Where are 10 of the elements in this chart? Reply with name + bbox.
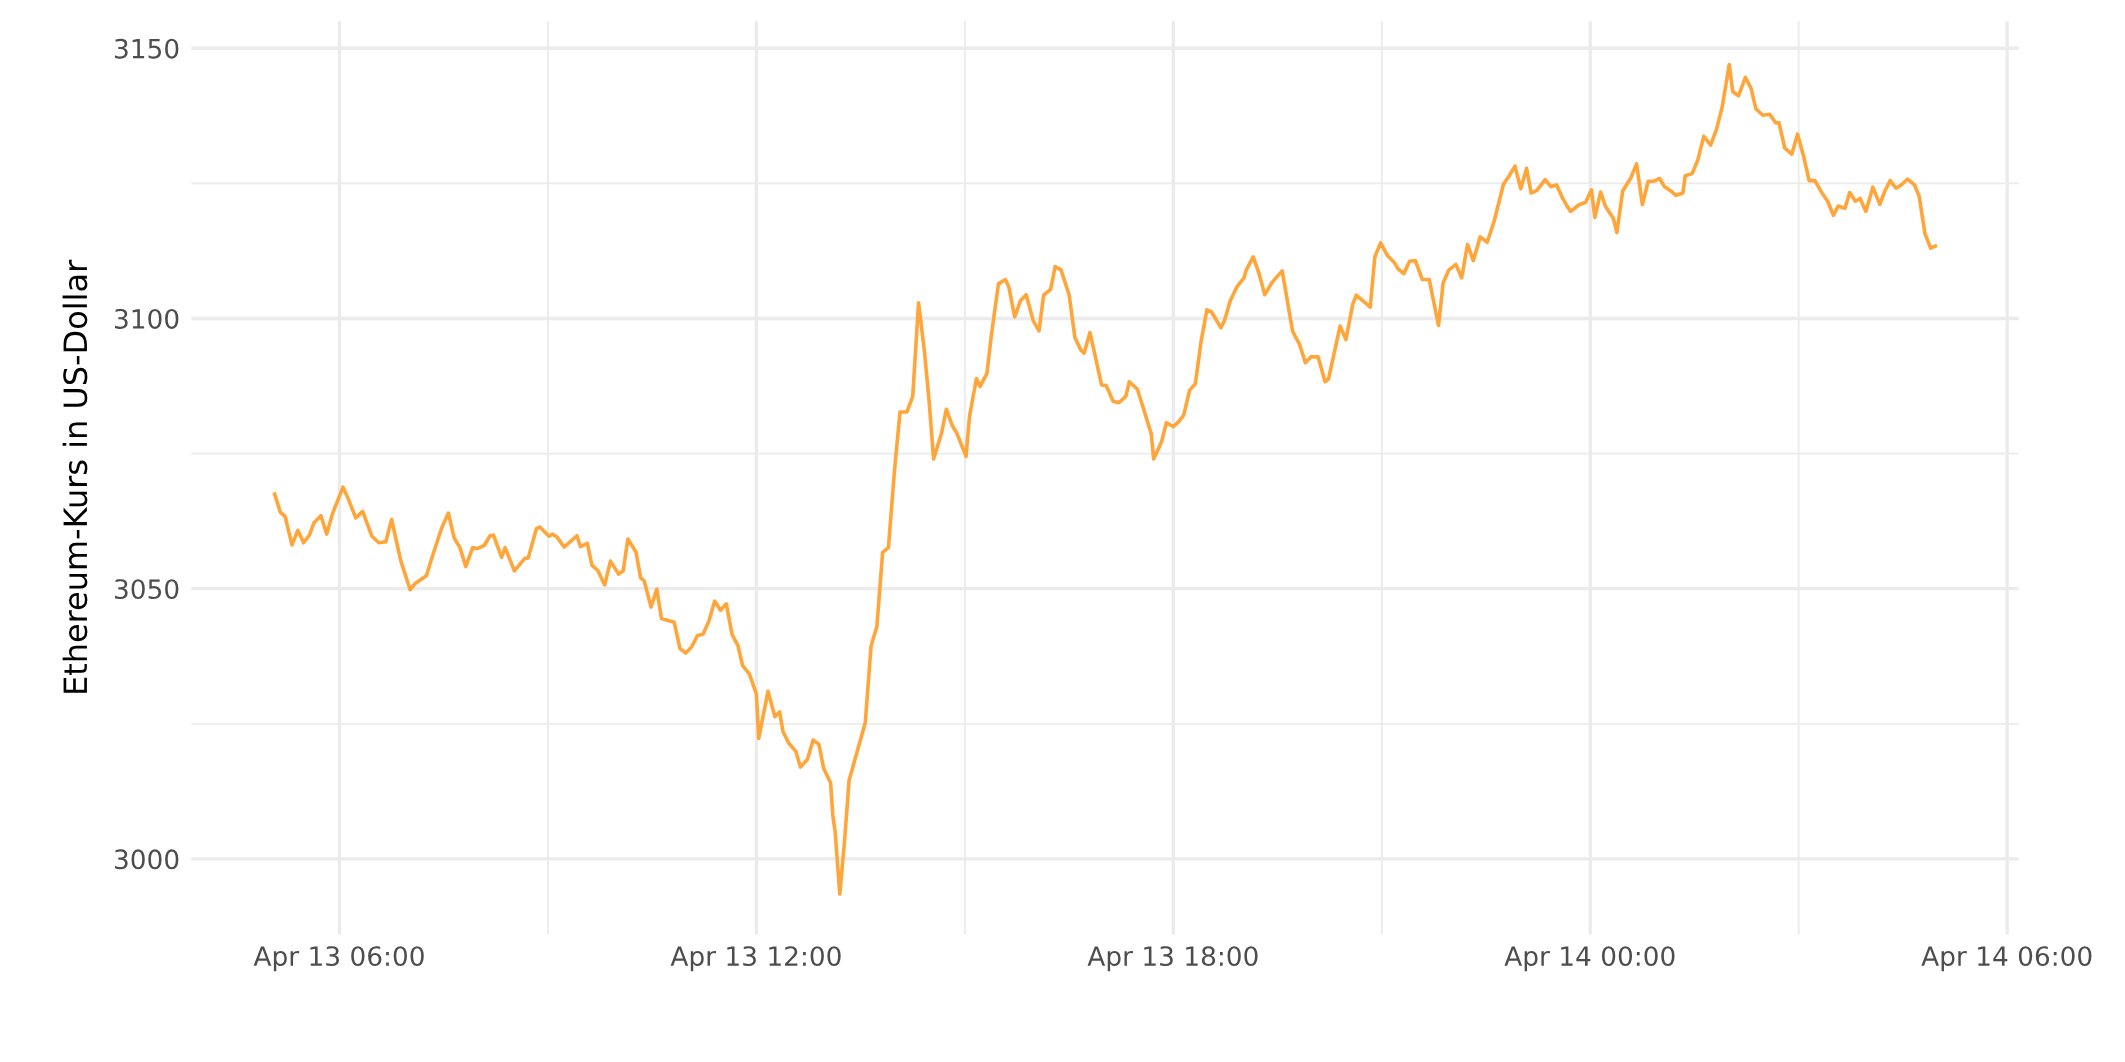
y-axis-title: Ethereum-Kurs in US-Dollar: [62, 259, 88, 693]
y-tick-label: 3100: [114, 308, 179, 329]
x-tick-label: Apr 13 12:00: [670, 946, 841, 972]
x-tick-label: Apr 13 06:00: [253, 946, 424, 972]
y-tick-label: 3000: [114, 849, 179, 870]
x-tick-label: Apr 14 00:00: [1504, 946, 1675, 972]
x-tick-label: Apr 14 06:00: [1921, 946, 2092, 972]
x-tick-label: Apr 13 18:00: [1087, 946, 1258, 972]
y-tick-label: 3150: [114, 38, 179, 59]
y-tick-label: 3050: [114, 579, 179, 600]
